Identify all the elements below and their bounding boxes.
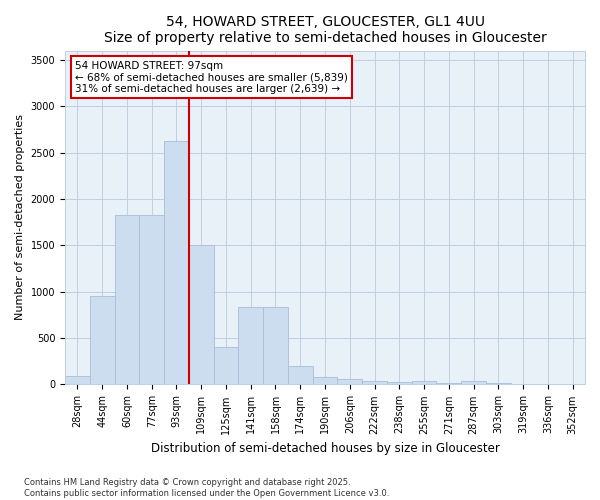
Bar [214, 348, 238, 385]
Bar [436, 382, 461, 384]
Bar [238, 308, 263, 384]
Bar [313, 377, 337, 384]
Bar [189, 246, 214, 384]
Bar [362, 381, 387, 384]
Bar [115, 214, 139, 384]
Bar [337, 380, 362, 384]
Bar [263, 308, 288, 384]
Text: 54 HOWARD STREET: 97sqm
← 68% of semi-detached houses are smaller (5,839)
31% of: 54 HOWARD STREET: 97sqm ← 68% of semi-de… [76, 60, 349, 94]
Bar [288, 366, 313, 384]
X-axis label: Distribution of semi-detached houses by size in Gloucester: Distribution of semi-detached houses by … [151, 442, 499, 455]
Bar [90, 296, 115, 384]
Title: 54, HOWARD STREET, GLOUCESTER, GL1 4UU
Size of property relative to semi-detache: 54, HOWARD STREET, GLOUCESTER, GL1 4UU S… [104, 15, 547, 45]
Y-axis label: Number of semi-detached properties: Number of semi-detached properties [15, 114, 25, 320]
Bar [486, 383, 511, 384]
Bar [65, 376, 90, 384]
Bar [139, 214, 164, 384]
Bar [387, 382, 412, 384]
Text: Contains HM Land Registry data © Crown copyright and database right 2025.
Contai: Contains HM Land Registry data © Crown c… [24, 478, 389, 498]
Bar [461, 381, 486, 384]
Bar [412, 381, 436, 384]
Bar [164, 140, 189, 384]
